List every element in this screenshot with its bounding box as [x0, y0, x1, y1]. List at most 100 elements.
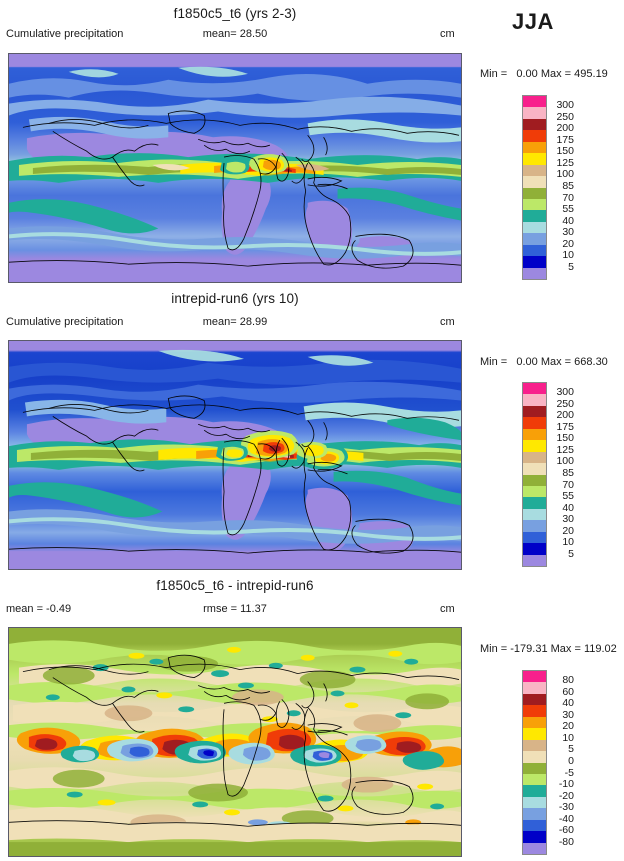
colorbar-cell [523, 153, 546, 165]
colorbar-cell [523, 198, 546, 211]
colorbar-tick-label: -30 [558, 801, 574, 814]
panel-1-map[interactable] [8, 53, 462, 283]
colorbar-cell [523, 463, 546, 475]
panel-3-map[interactable] [8, 627, 462, 857]
panel-3-units-label: cm [440, 603, 455, 615]
colorbar-cell [523, 187, 546, 199]
colorbar-tick-label: 30 [562, 708, 574, 721]
colorbar-tick-label: 20 [562, 524, 574, 537]
panel-2-colorbar[interactable]: 300 250 200 175 150 125 100 85 70 55 40 30 20 10 5 [522, 382, 596, 567]
colorbar-tick-label: 175 [556, 133, 574, 146]
panel-3-colorbar[interactable]: 80 60 40 30 20 10 5 0 -5 -10 -20 -30 -40 -60 -80 [522, 670, 596, 855]
colorbar-tick-label: -40 [558, 812, 574, 825]
colorbar-tick-label: 5 [568, 260, 574, 273]
colorbar-tick-label: 55 [562, 203, 574, 216]
panel-1-variable-label: Cumulative precipitation [6, 28, 124, 40]
colorbar-tick-label: 5 [568, 743, 574, 756]
colorbar-cell [523, 256, 546, 268]
colorbar-tick-label: 200 [556, 122, 574, 135]
panel-2-map[interactable] [8, 340, 462, 570]
colorbar-tick-label: 125 [556, 156, 574, 169]
colorbar-cell [523, 428, 546, 441]
colorbar-cell [523, 485, 546, 498]
colorbar-tick-label: 30 [562, 226, 574, 239]
panel-3-colorbar-ticks: 80 60 40 30 20 10 5 0 -5 -10 -20 -30 -40 -60 -80 [550, 670, 596, 855]
colorbar-cell [523, 716, 546, 729]
colorbar-cell [523, 554, 546, 566]
season-label: JJA [512, 9, 554, 34]
panel-3-difference-field [9, 628, 461, 856]
colorbar-tick-label: 70 [562, 191, 574, 204]
colorbar-tick-label: 40 [562, 214, 574, 227]
colorbar-tick-label: 40 [562, 501, 574, 514]
colorbar-tick-label: -80 [558, 835, 574, 848]
colorbar-cell [523, 451, 546, 464]
colorbar-cell [523, 164, 546, 177]
colorbar-cell [523, 233, 546, 245]
colorbar-cell [523, 671, 546, 683]
colorbar-tick-label: -5 [564, 766, 574, 779]
panel-1-colorbar-strip [522, 95, 547, 280]
panel-2-variable-label: Cumulative precipitation [6, 316, 124, 328]
colorbar-tick-label: -60 [558, 824, 574, 837]
colorbar-cell [523, 394, 546, 406]
colorbar-cell [523, 785, 546, 797]
colorbar-tick-label: 60 [562, 685, 574, 698]
colorbar-tick-label: 5 [568, 547, 574, 560]
colorbar-tick-label: -20 [558, 789, 574, 802]
colorbar-tick-label: 70 [562, 478, 574, 491]
colorbar-cell [523, 267, 546, 279]
colorbar-cell [523, 520, 546, 532]
colorbar-cell [523, 141, 546, 154]
panel-3-minmax: Min = -179.31 Max = 119.02 [480, 643, 617, 655]
colorbar-cell [523, 543, 546, 555]
colorbar-cell [523, 693, 546, 706]
panel-1-units-label: cm [440, 28, 455, 40]
colorbar-cell [523, 831, 546, 843]
colorbar-tick-label: 85 [562, 180, 574, 192]
colorbar-cell [523, 705, 546, 717]
colorbar-cell [523, 751, 546, 763]
panel-1-precip-field [9, 54, 461, 282]
colorbar-cell [523, 107, 546, 119]
colorbar-tick-label: 55 [562, 490, 574, 503]
panel-2-precip-field [9, 341, 461, 569]
colorbar-cell [523, 210, 546, 222]
colorbar-tick-label: 125 [556, 443, 574, 456]
colorbar-tick-label: 30 [562, 513, 574, 526]
panel-2-colorbar-strip [522, 382, 547, 567]
panel-3-rmse-label: rmse = 11.37 [203, 603, 267, 615]
colorbar-tick-label: 0 [568, 755, 574, 767]
panel-3-mean-label: mean = -0.49 [6, 603, 72, 615]
colorbar-cell [523, 244, 546, 257]
colorbar-cell [523, 440, 546, 452]
colorbar-cell [523, 762, 546, 774]
colorbar-tick-label: 250 [556, 110, 574, 123]
colorbar-tick-label: 100 [556, 168, 574, 181]
colorbar-cell [523, 497, 546, 509]
colorbar-tick-label: 100 [556, 455, 574, 468]
panel-2-mean-label: mean= 28.99 [202, 316, 268, 328]
colorbar-tick-label: -10 [558, 778, 574, 791]
panel-2-units-label: cm [440, 316, 455, 328]
panel-1-colorbar[interactable]: 300 250 200 175 150 125 100 85 70 55 40 30 20 10 5 [522, 95, 596, 280]
colorbar-cell [523, 682, 546, 694]
panel-3-title: f1850c5_t6 - intrepid-run6 [156, 578, 314, 593]
colorbar-tick-label: 10 [562, 249, 574, 262]
colorbar-cell [523, 474, 546, 486]
colorbar-cell [523, 773, 546, 786]
colorbar-tick-label: 300 [556, 386, 574, 399]
colorbar-tick-label: 10 [562, 731, 574, 744]
panel-2-colorbar-ticks: 300 250 200 175 150 125 100 85 70 55 40 30 20 10 5 [550, 382, 596, 567]
colorbar-tick-label: 40 [562, 697, 574, 710]
colorbar-cell [523, 130, 546, 142]
panel-1-minmax: Min = 0.00 Max = 495.19 [480, 68, 608, 80]
colorbar-cell [523, 796, 546, 809]
panel-2-minmax: Min = 0.00 Max = 668.30 [480, 356, 608, 368]
colorbar-tick-label: 150 [556, 432, 574, 445]
colorbar-cell [523, 118, 546, 131]
colorbar-tick-label: 20 [562, 720, 574, 733]
panel-1-title: f1850c5_t6 (yrs 2-3) [173, 6, 297, 21]
colorbar-cell [523, 531, 546, 544]
colorbar-cell [523, 383, 546, 395]
